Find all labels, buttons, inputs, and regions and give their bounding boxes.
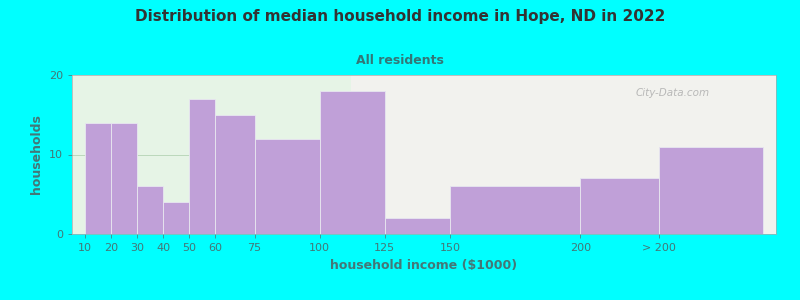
Text: City-Data.com: City-Data.com [635, 88, 710, 98]
Y-axis label: households: households [30, 115, 43, 194]
Bar [215, 115, 254, 234]
Bar [351, 43, 800, 242]
Bar [385, 218, 450, 234]
X-axis label: household income ($1000): household income ($1000) [330, 259, 518, 272]
Bar [111, 123, 137, 234]
Bar [450, 186, 581, 234]
Bar [254, 139, 320, 234]
Bar [581, 178, 658, 234]
Bar [385, 218, 450, 234]
Bar [163, 202, 190, 234]
Text: Distribution of median household income in Hope, ND in 2022: Distribution of median household income … [135, 9, 665, 24]
Bar [581, 178, 658, 234]
Bar [320, 91, 385, 234]
Bar [658, 147, 763, 234]
Bar [658, 147, 763, 234]
Text: All residents: All residents [356, 54, 444, 67]
Bar [137, 186, 163, 234]
Bar [320, 91, 385, 234]
Bar [85, 123, 111, 234]
Bar [450, 186, 581, 234]
Bar [190, 99, 215, 234]
